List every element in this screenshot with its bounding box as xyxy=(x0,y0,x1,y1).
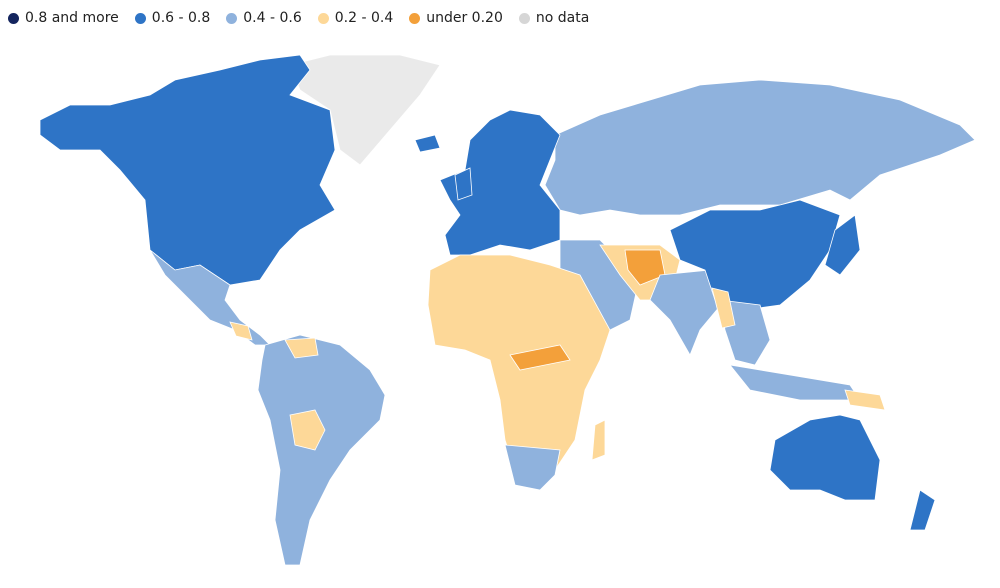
legend-label: 0.8 and more xyxy=(25,10,119,26)
region xyxy=(769,414,881,501)
region xyxy=(509,344,571,371)
region xyxy=(439,109,561,256)
region xyxy=(824,214,861,276)
region xyxy=(544,79,976,216)
legend-label: under 0.20 xyxy=(426,10,503,26)
region xyxy=(711,287,736,329)
region xyxy=(844,389,886,411)
legend-item: 0.2 - 0.4 xyxy=(317,10,394,26)
legend-item: 0.8 and more xyxy=(8,10,119,26)
legend-item: 0.6 - 0.8 xyxy=(134,10,211,26)
legend-item: no data xyxy=(518,10,590,26)
legend-label: 0.6 - 0.8 xyxy=(151,10,211,26)
legend-item: under 0.20 xyxy=(409,10,503,26)
region xyxy=(289,54,441,166)
legend-item: 0.4 - 0.6 xyxy=(226,10,302,26)
region xyxy=(229,321,253,341)
legend-swatch xyxy=(8,12,19,24)
legend-label: no data xyxy=(535,10,590,26)
legend-swatch xyxy=(317,12,329,24)
legend: 0.8 and more 0.6 - 0.8 0.4 - 0.6 0.2 - 0.4 u… xyxy=(8,10,589,26)
legend-label: 0.4 - 0.6 xyxy=(243,10,302,26)
legend-swatch xyxy=(409,12,421,24)
region xyxy=(257,334,386,566)
region xyxy=(284,337,319,359)
region xyxy=(504,444,561,491)
region xyxy=(909,489,936,531)
region xyxy=(289,409,326,451)
region xyxy=(454,167,473,201)
region xyxy=(729,364,861,401)
legend-swatch xyxy=(518,12,530,24)
region xyxy=(624,249,666,286)
region xyxy=(39,54,336,286)
legend-label: 0.2 - 0.4 xyxy=(334,10,394,26)
legend-swatch xyxy=(134,12,146,24)
region xyxy=(669,199,841,311)
region xyxy=(414,134,441,153)
region xyxy=(591,419,606,461)
legend-swatch xyxy=(226,12,238,24)
